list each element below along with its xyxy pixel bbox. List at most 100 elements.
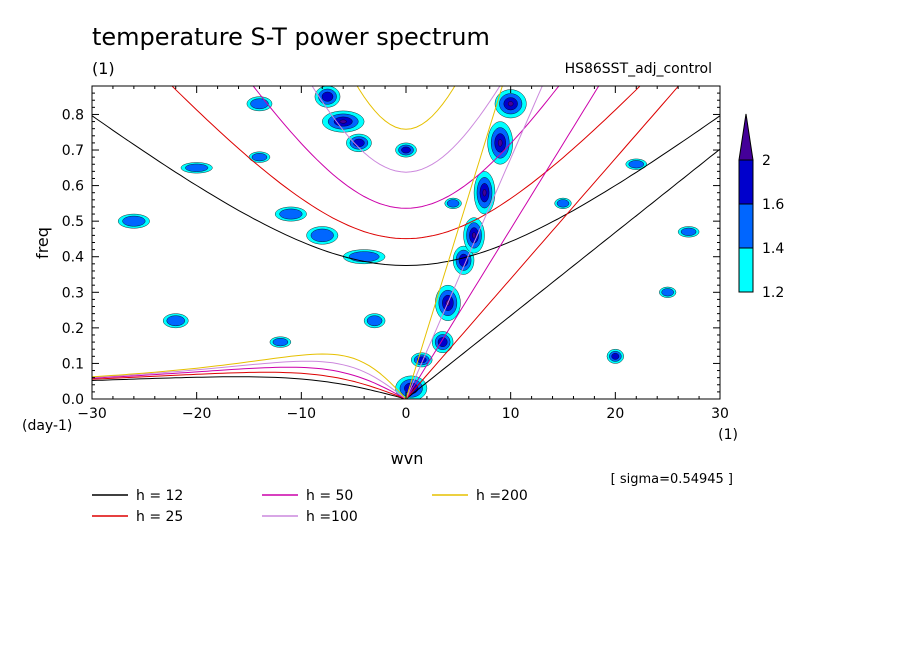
contour-level-4 [339,119,347,124]
y-tick-label: 0.0 [62,392,84,408]
sigma-annotation: [ sigma=0.54945 ] [611,472,733,487]
series-h50 [92,86,600,399]
dispersion-line [92,360,407,399]
contour-region [246,96,273,112]
contour-level-2 [366,315,383,327]
dispersion-line [405,148,720,399]
legend-label: h = 12 [136,488,183,504]
x-tick-label: −10 [287,406,317,422]
contour-level-4 [472,232,476,239]
contour-region [606,349,624,364]
contour-region [346,133,372,153]
dispersion-line [405,86,543,399]
contour-level-2 [272,338,289,347]
series-h100 [92,86,543,399]
y-tick-label: 0.6 [62,179,84,195]
contour-level-3 [401,146,411,154]
dispersion-line [356,86,456,130]
dispersion-line [252,86,560,209]
contour-level-2 [661,288,674,297]
colorbar-segment [738,247,754,293]
contour-region [625,158,647,170]
contour-level-4 [497,139,503,147]
contour-level-4 [482,189,487,197]
dispersion-line [311,86,501,173]
dispersion-line [405,86,600,399]
contour-region [487,121,513,165]
contour-level-2 [279,208,303,220]
y-tick-label: 0.5 [62,214,84,230]
contour-region [677,226,700,238]
y-axis-unit: (day-1) [22,418,72,434]
dispersion-curves [92,86,720,399]
contour-level-2 [310,228,334,242]
y-tick-label: 0.1 [62,356,84,372]
legend-label: h =100 [306,509,358,525]
dispersion-line [405,86,680,399]
y-tick-label: 0.8 [62,107,84,123]
x-tick-label: 30 [711,406,729,422]
contour-level-2 [122,215,146,227]
dispersion-line [92,353,407,399]
contour-region [162,313,189,329]
contour-region [363,313,386,329]
contour-region [452,245,475,275]
contour-region [494,89,527,119]
colorbar-arrow [738,113,754,161]
colorbar-segment [738,203,754,249]
colorbar-label: 1.2 [762,285,784,301]
x-tick-label: 0 [402,406,411,422]
y-axis-label: freq [33,227,52,259]
contour-region [314,86,341,108]
chart-subtitle: (1) [92,59,115,78]
y-tick-label: 0.4 [62,250,84,266]
legend-label: h = 25 [136,509,183,525]
contour-level-2 [348,251,380,263]
contour-region [274,206,307,222]
contour-level-3 [321,91,334,102]
dispersion-line [171,86,641,240]
legend-label: h = 50 [306,488,353,504]
run-label: HS86SST_adj_control [565,61,712,77]
x-axis-label: wvn [391,449,424,468]
contour-region [395,142,417,158]
series-h25 [92,86,680,399]
contour-level-3 [437,337,448,347]
contour-level-2 [680,227,697,236]
contour-level-2 [166,315,185,327]
contour-region [473,171,496,215]
series-h12 [92,115,720,399]
dispersion-line [92,115,720,267]
contour-level-2 [251,153,268,162]
contour-level-2 [628,160,645,169]
x-axis-unit: (1) [718,427,738,443]
plot-frame [91,85,721,400]
dispersion-line [405,86,503,399]
x-tick-label: 10 [502,406,520,422]
contour-region [463,217,485,254]
colorbar-segment [738,159,754,205]
x-tick-label: −20 [182,406,212,422]
contour-region [554,197,572,209]
colorbar: 1.2 1.4 1.6 2 [738,113,784,301]
contour-level-4 [507,101,514,107]
y-tick-label: 0.7 [62,143,84,159]
contour-region [431,331,454,353]
y-tick-label: 0.3 [62,285,84,301]
series-h200 [92,86,503,399]
contour-level-2 [556,199,570,208]
colorbar-label: 1.4 [762,241,784,257]
contour-fill-layer [117,86,700,399]
contour-region [306,226,339,245]
x-axis: −30 −20 −10 0 10 20 30 [77,86,729,422]
y-axis: 0.0 0.1 0.2 0.3 0.4 0.5 0.6 0.7 0.8 [62,92,720,408]
contour-level-2 [446,199,460,208]
contour-region [269,336,292,348]
contour-region [117,213,150,229]
contour-region [659,286,677,298]
x-tick-label: 20 [606,406,624,422]
contour-region [322,110,365,133]
contour-level-2 [250,98,269,110]
colorbar-label: 2 [762,153,771,169]
